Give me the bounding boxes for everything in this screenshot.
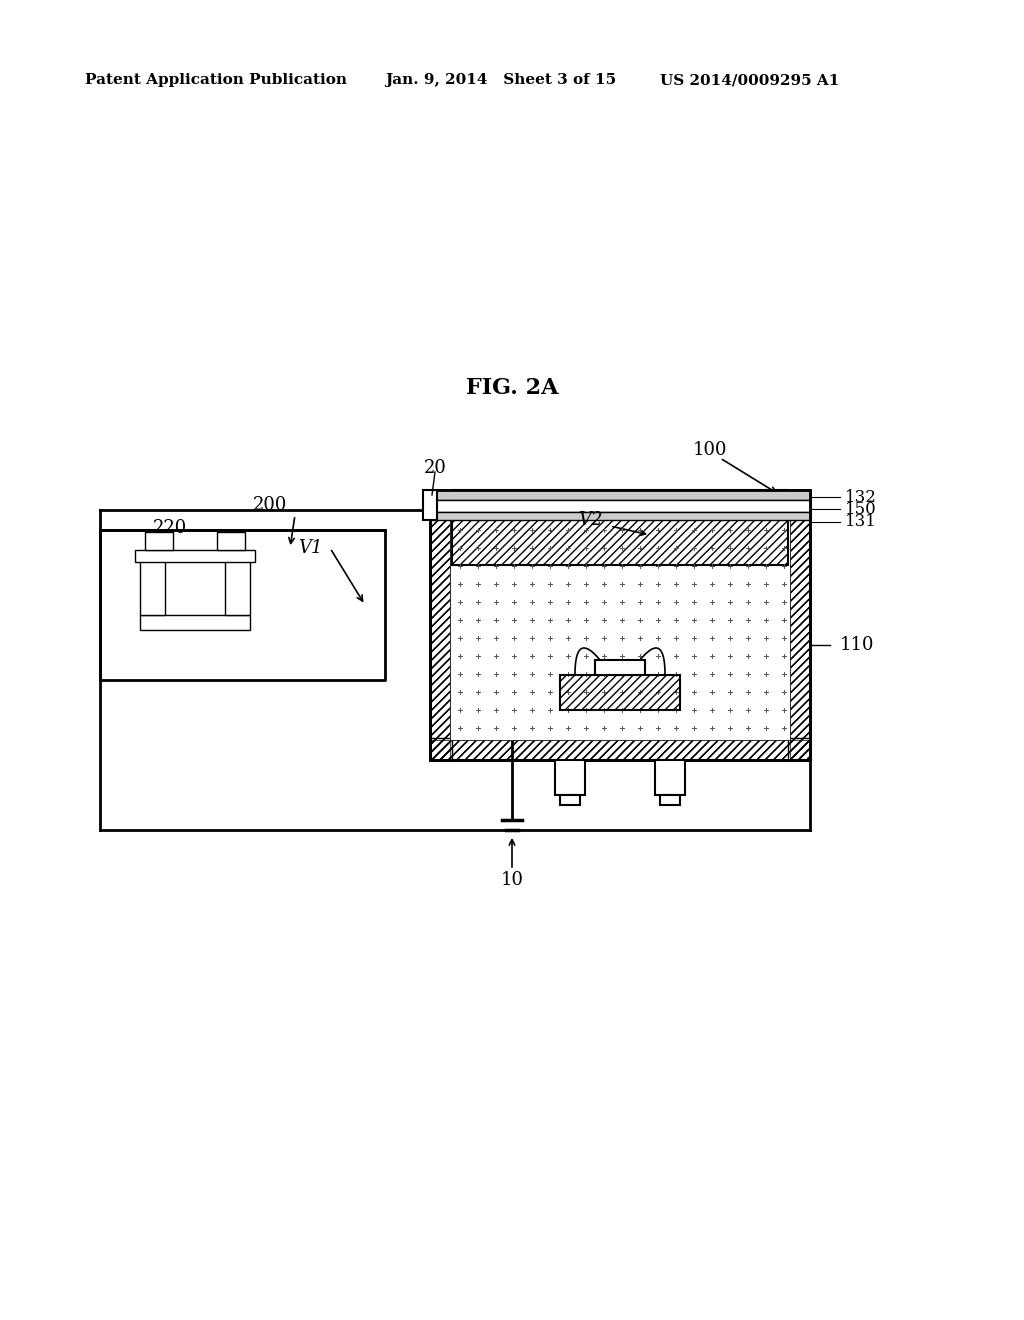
Bar xyxy=(135,550,255,562)
Text: V2: V2 xyxy=(578,511,602,529)
Bar xyxy=(430,490,450,760)
Text: 200: 200 xyxy=(253,496,287,513)
Bar xyxy=(430,490,810,760)
Bar xyxy=(788,490,810,760)
Bar xyxy=(655,760,685,795)
Text: 100: 100 xyxy=(693,441,727,459)
Bar xyxy=(430,500,810,512)
Bar xyxy=(430,512,810,520)
Bar xyxy=(430,741,810,760)
Bar xyxy=(450,520,790,741)
Bar xyxy=(430,738,810,760)
Bar xyxy=(595,660,645,675)
Text: 220: 220 xyxy=(153,519,187,537)
Bar xyxy=(452,490,788,565)
Bar xyxy=(560,795,580,805)
Bar xyxy=(560,675,680,710)
Text: V1: V1 xyxy=(298,539,323,557)
Bar xyxy=(430,490,810,500)
Text: 131: 131 xyxy=(845,513,877,531)
Text: 150: 150 xyxy=(845,500,877,517)
Bar xyxy=(217,532,245,550)
Bar xyxy=(555,760,585,795)
Text: Patent Application Publication: Patent Application Publication xyxy=(85,73,347,87)
Bar xyxy=(423,490,437,520)
Bar xyxy=(225,560,250,615)
Text: 132: 132 xyxy=(845,488,877,506)
Bar xyxy=(140,615,250,630)
Text: 110: 110 xyxy=(840,636,874,653)
Bar xyxy=(145,532,173,550)
Bar xyxy=(140,560,165,615)
Bar xyxy=(430,490,452,760)
Text: FIG. 2A: FIG. 2A xyxy=(466,378,558,399)
Text: 20: 20 xyxy=(424,459,446,477)
Text: Jan. 9, 2014   Sheet 3 of 15: Jan. 9, 2014 Sheet 3 of 15 xyxy=(385,73,616,87)
Bar xyxy=(660,795,680,805)
Bar xyxy=(790,490,810,760)
Text: US 2014/0009295 A1: US 2014/0009295 A1 xyxy=(660,73,840,87)
Text: 10: 10 xyxy=(501,871,523,888)
